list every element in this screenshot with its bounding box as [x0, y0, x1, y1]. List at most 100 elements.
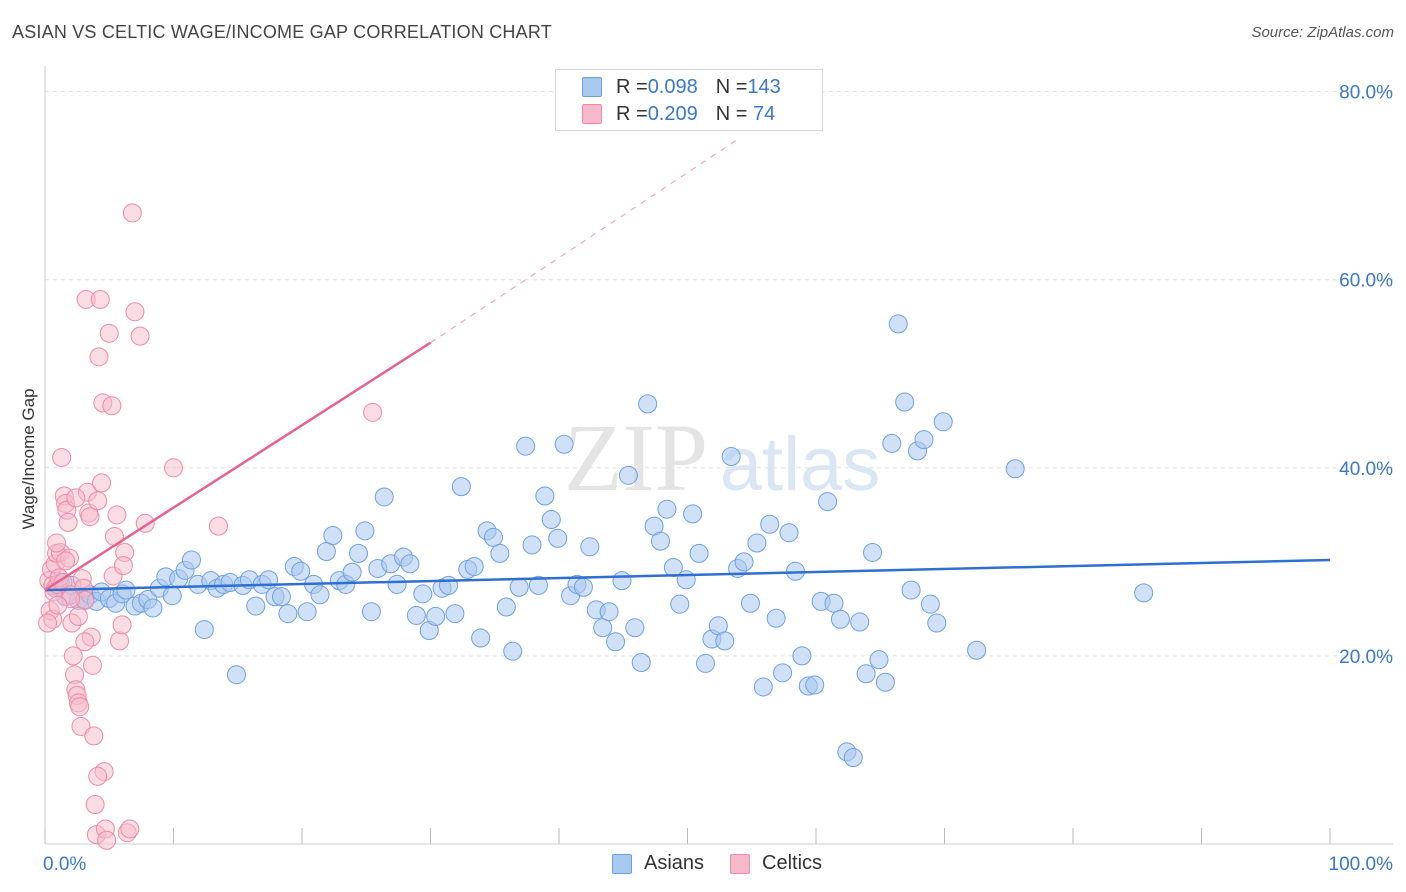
data-point-asians [291, 561, 311, 581]
data-point-asians [445, 604, 465, 624]
asians-swatch [612, 853, 632, 874]
data-point-asians [689, 543, 709, 563]
data-point-asians [683, 504, 703, 524]
watermark-zip: ZIP [564, 404, 708, 511]
data-point-asians [278, 604, 298, 624]
data-point-celtics [122, 203, 142, 223]
legend-row-celtics: R = 0.209 N = 74 [582, 102, 775, 126]
data-point-asians [522, 535, 542, 555]
data-point-asians [316, 542, 336, 562]
data-point-asians [734, 552, 754, 572]
x-tick-label: 100.0% [1329, 854, 1394, 875]
data-point-asians [830, 609, 850, 629]
data-point-asians [162, 586, 182, 606]
data-point-asians [535, 486, 555, 506]
data-point-celtics [70, 697, 90, 717]
legend-r-label: R = [616, 102, 648, 125]
data-point-asians [271, 587, 291, 607]
y-tick-label: 40.0% [1339, 459, 1393, 480]
data-point-celtics [130, 326, 150, 346]
data-point-asians [914, 430, 934, 450]
celtics-swatch [730, 853, 751, 874]
y-axis-label: Wage/Income Gap [19, 388, 38, 529]
legend-box: R = 0.098 N = 143 R = 0.209 N = 74 [555, 69, 823, 131]
data-point-asians [612, 571, 632, 591]
data-point-celtics [92, 473, 112, 493]
data-point-asians [773, 663, 793, 683]
data-point-asians [116, 580, 136, 600]
data-point-asians [246, 596, 266, 616]
y-tick-label: 20.0% [1339, 647, 1393, 668]
data-point-asians [471, 628, 491, 648]
data-point-celtics [52, 447, 72, 467]
data-point-asians [863, 542, 883, 562]
data-point-asians [593, 618, 613, 638]
data-point-celtics [110, 631, 130, 651]
bottom-legend-celtics[interactable]: Celtics [730, 852, 822, 875]
legend-n-label: N = [715, 102, 748, 125]
y-tick-label: 80.0% [1339, 83, 1393, 104]
data-point-celtics [99, 323, 119, 343]
data-point-asians [933, 412, 953, 432]
data-point-asians [888, 314, 908, 334]
data-point-asians [483, 527, 503, 547]
x-tick-label: 0.0% [43, 854, 86, 875]
data-point-asians [464, 557, 484, 577]
data-point-asians [631, 652, 651, 672]
source-label: Source: ZipAtlas.com [1251, 24, 1394, 41]
data-point-asians [651, 531, 671, 551]
data-point-asians [181, 550, 201, 570]
data-point-asians [400, 554, 420, 574]
data-point-asians [676, 570, 696, 590]
data-point-asians [580, 537, 600, 557]
data-point-celtics [80, 507, 100, 527]
data-point-celtics [112, 615, 132, 635]
data-point-asians [766, 608, 786, 628]
data-point-asians [760, 514, 780, 534]
data-point-asians [779, 523, 799, 543]
data-point-celtics [63, 646, 83, 666]
data-point-asians [310, 585, 330, 605]
data-point-asians [670, 594, 690, 614]
data-point-celtics [88, 766, 108, 786]
bottom-legend-label: Asians [644, 852, 705, 874]
data-point-asians [496, 597, 516, 617]
data-point-asians [406, 605, 426, 625]
chart-title: ASIAN VS CELTIC WAGE/INCOME GAP CORRELAT… [12, 22, 552, 42]
data-point-asians [342, 562, 362, 582]
data-point-asians [824, 593, 844, 613]
data-point-celtics [83, 655, 103, 675]
data-point-asians [721, 447, 741, 467]
data-point-asians [625, 618, 645, 638]
data-point-asians [573, 577, 593, 597]
data-point-celtics [107, 505, 127, 525]
data-point-asians [753, 677, 773, 697]
data-point-asians [361, 602, 381, 622]
data-point-celtics [208, 516, 228, 536]
data-point-asians [548, 528, 568, 548]
data-point-celtics [125, 302, 145, 322]
legend-n-label: N = [715, 75, 748, 98]
legend-swatch-asians [582, 77, 602, 97]
data-point-asians [967, 640, 987, 660]
data-point-asians [618, 465, 638, 485]
data-point-celtics [56, 551, 76, 571]
data-point-celtics [363, 402, 383, 422]
data-point-asians [438, 575, 458, 595]
data-point-asians [856, 664, 876, 684]
data-point-celtics [58, 512, 78, 532]
data-point-asians [355, 521, 375, 541]
data-point-asians [927, 613, 947, 633]
legend-row-asians: R = 0.098 N = 143 [582, 75, 781, 99]
data-point-celtics [89, 347, 109, 367]
data-point-asians [490, 543, 510, 563]
data-point-asians [509, 577, 529, 597]
data-point-asians [818, 492, 838, 512]
data-point-celtics [48, 595, 68, 615]
data-point-asians [850, 612, 870, 632]
data-point-asians [657, 499, 677, 519]
bottom-legend-asians[interactable]: Asians [612, 852, 704, 875]
watermark-atlas: atlas [720, 422, 881, 507]
data-point-asians [323, 526, 343, 546]
trend-line-celtics [44, 341, 432, 592]
